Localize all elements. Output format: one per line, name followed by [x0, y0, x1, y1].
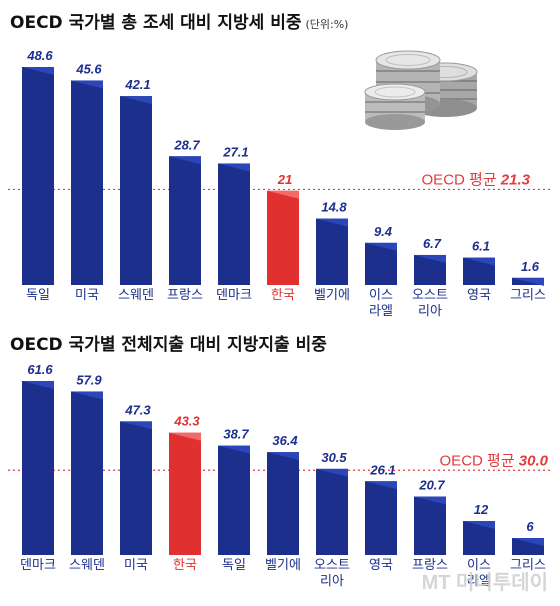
bar-top-facet — [120, 421, 152, 430]
bar — [169, 432, 201, 555]
bar-top-facet — [267, 190, 299, 199]
bar — [316, 468, 348, 555]
bar-top-facet — [71, 391, 103, 400]
category-label: 스웨덴 — [118, 288, 154, 303]
category-label: 그리스 — [510, 558, 546, 573]
bar-top-facet — [22, 381, 54, 389]
category-label: 영국 — [467, 288, 491, 303]
category-label: 미국 — [124, 558, 148, 573]
value-label: 43.3 — [173, 414, 200, 429]
value-label: 28.7 — [173, 137, 200, 152]
chart2-title: OECD 국가별 전체지출 대비 지방지출 비중 — [10, 335, 327, 355]
value-label: 27.1 — [222, 144, 248, 159]
value-label: 57.9 — [76, 372, 102, 387]
bar-top-facet — [414, 254, 446, 263]
chart1-title: OECD 국가별 총 조세 대비 지방세 비중 (단위:%) — [10, 13, 349, 33]
value-label: 30.5 — [321, 450, 347, 465]
value-label: 36.4 — [272, 433, 298, 448]
category-label: 영국 — [369, 558, 393, 573]
value-label: 61.6 — [27, 362, 53, 377]
value-label: 14.8 — [321, 200, 347, 215]
bar-top-facet — [169, 156, 201, 165]
category-label: 리아 — [418, 304, 442, 319]
bar — [71, 391, 103, 555]
category-label: 오스트 — [314, 558, 350, 573]
category-label: 벨기에 — [314, 288, 350, 303]
bar — [316, 218, 348, 285]
category-label: 이스 — [369, 288, 393, 303]
bar-top-facet — [463, 521, 495, 530]
chart2-plot: 61.6 덴마크 57.9 스웨덴 47.3 미국 43.3 한국 38.7 독일 36.4 벨기에 3… — [8, 362, 552, 589]
bar-top-facet — [316, 468, 348, 477]
average-label: OECD 평균 21.3 — [422, 171, 531, 188]
bar-top-facet — [22, 67, 54, 75]
coins-icon — [364, 50, 478, 130]
watermark: MT 머니투데이 — [422, 571, 548, 594]
bar — [120, 421, 152, 555]
category-label: 프랑스 — [167, 288, 203, 303]
bar — [22, 381, 54, 555]
category-label: 리아 — [320, 574, 344, 589]
category-label: 오스트 — [412, 288, 448, 303]
value-label: 20.7 — [418, 478, 445, 493]
chart1-unit: (단위:%) — [305, 18, 349, 31]
value-label: 42.1 — [124, 77, 150, 92]
bar-top-facet — [365, 481, 397, 490]
value-label: 6.7 — [423, 236, 442, 251]
bar-top-facet — [414, 496, 446, 505]
bar — [267, 190, 299, 285]
value-label: 6 — [526, 519, 534, 534]
category-label: 미국 — [75, 288, 99, 303]
average-label: OECD 평균 30.0 — [440, 452, 549, 469]
bar — [365, 481, 397, 555]
category-label: 그리스 — [510, 288, 546, 303]
bar — [169, 156, 201, 285]
bar — [365, 242, 397, 285]
bar-top-facet — [512, 538, 544, 547]
category-label: 독일 — [26, 288, 50, 303]
category-label: 한국 — [271, 288, 295, 303]
category-label: 한국 — [173, 558, 197, 573]
category-label: 스웨덴 — [69, 558, 105, 573]
bar — [414, 496, 446, 555]
value-label: 6.1 — [472, 239, 490, 254]
category-label: 덴마크 — [216, 288, 252, 303]
bar-top-facet — [120, 96, 152, 105]
bar-top-facet — [316, 218, 348, 227]
bar-top-facet — [169, 432, 201, 441]
value-label: 12 — [474, 502, 489, 517]
value-label: 47.3 — [124, 402, 151, 417]
value-label: 21 — [277, 172, 292, 187]
bar — [71, 80, 103, 285]
category-label: 독일 — [222, 558, 246, 573]
value-label: 48.6 — [26, 48, 53, 63]
category-label: 덴마크 — [20, 558, 56, 573]
bar-top-facet — [71, 80, 103, 89]
bar — [218, 445, 250, 555]
value-label: 38.7 — [223, 427, 249, 442]
bar — [22, 67, 54, 285]
category-label: 프랑스 — [412, 558, 448, 573]
value-label: 45.6 — [75, 61, 102, 76]
category-label: 라엘 — [467, 574, 491, 589]
bar-top-facet — [267, 452, 299, 461]
bar-top-facet — [512, 277, 544, 286]
value-label: 9.4 — [374, 224, 393, 239]
bar — [218, 163, 250, 285]
value-label: 26.1 — [369, 462, 395, 477]
bar-top-facet — [218, 163, 250, 172]
bar-top-facet — [463, 257, 495, 266]
bar-top-facet — [365, 242, 397, 251]
category-label: 라엘 — [369, 304, 393, 319]
category-label: 벨기에 — [265, 558, 301, 573]
bar — [267, 452, 299, 555]
value-label: 1.6 — [521, 259, 540, 274]
chart1-plot: 48.6 독일 45.6 미국 42.1 스웨덴 28.7 프랑스 27.1 덴마크 21 한국 14.… — [8, 48, 552, 319]
bar-top-facet — [218, 445, 250, 454]
category-label: 이스 — [467, 558, 491, 573]
bar — [120, 96, 152, 286]
